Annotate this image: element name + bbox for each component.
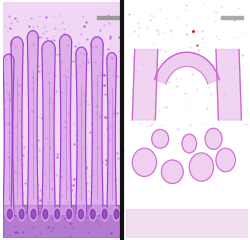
Ellipse shape: [132, 148, 156, 176]
Polygon shape: [27, 31, 38, 214]
Ellipse shape: [19, 209, 24, 219]
Ellipse shape: [54, 207, 61, 221]
Ellipse shape: [55, 209, 60, 219]
Ellipse shape: [77, 207, 84, 221]
Ellipse shape: [216, 148, 235, 172]
Ellipse shape: [205, 128, 222, 149]
Ellipse shape: [90, 209, 95, 219]
Polygon shape: [76, 47, 87, 214]
Ellipse shape: [78, 209, 83, 219]
Polygon shape: [11, 37, 23, 214]
Ellipse shape: [189, 153, 214, 181]
Ellipse shape: [102, 209, 107, 219]
Polygon shape: [60, 35, 72, 214]
Ellipse shape: [43, 209, 48, 219]
Ellipse shape: [7, 209, 12, 219]
Ellipse shape: [89, 207, 96, 221]
Ellipse shape: [18, 207, 25, 221]
Ellipse shape: [113, 207, 120, 221]
Bar: [2, 205, 124, 238]
Bar: [97, 16, 119, 19]
Polygon shape: [107, 53, 117, 214]
Polygon shape: [42, 41, 55, 214]
Polygon shape: [132, 49, 158, 120]
Ellipse shape: [30, 207, 37, 221]
Ellipse shape: [31, 209, 36, 219]
Polygon shape: [91, 37, 103, 214]
Ellipse shape: [114, 209, 119, 219]
Ellipse shape: [6, 207, 14, 221]
Ellipse shape: [162, 160, 183, 184]
Ellipse shape: [66, 207, 73, 221]
Ellipse shape: [101, 207, 108, 221]
Polygon shape: [154, 52, 219, 84]
Ellipse shape: [152, 129, 169, 148]
Polygon shape: [3, 54, 14, 214]
Ellipse shape: [42, 207, 49, 221]
Polygon shape: [216, 49, 242, 120]
Bar: [126, 209, 248, 238]
Ellipse shape: [182, 134, 196, 153]
Ellipse shape: [67, 209, 71, 219]
Bar: [221, 16, 243, 19]
